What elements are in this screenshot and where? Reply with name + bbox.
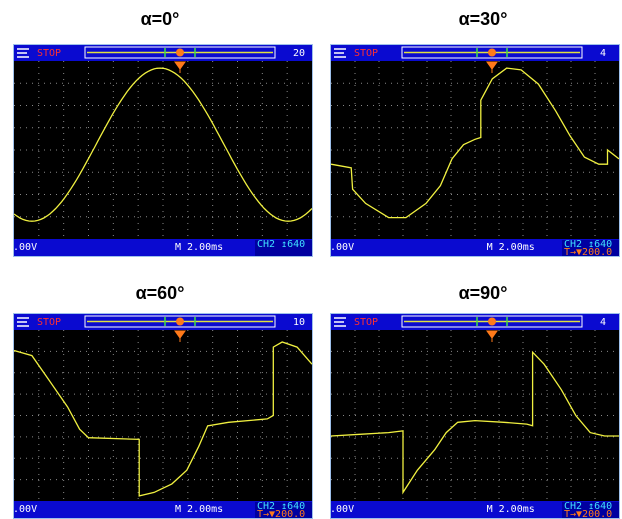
time-div: M 2.00ms xyxy=(487,242,535,253)
plot-area xyxy=(14,61,312,239)
scope-screen: STOP 20 5.00V M 2.00ms CH2 ↥640 xyxy=(13,44,313,257)
trigger-offset: T→▼200.0 xyxy=(564,247,612,257)
trigger-offset: T→▼200.0 xyxy=(564,509,612,519)
trigger-offset: T→▼200.0 xyxy=(257,509,305,519)
time-div: M 2.00ms xyxy=(487,504,535,515)
corner-value: 4 xyxy=(600,317,606,328)
corner-value: 10 xyxy=(293,317,305,328)
trigger-marker xyxy=(176,318,184,326)
trigger-marker xyxy=(488,318,496,326)
panel-title: α=30° xyxy=(383,9,583,30)
volts-div: 5.00V xyxy=(13,504,37,515)
time-div: M 2.00ms xyxy=(175,242,223,253)
volts-div: 5.00V xyxy=(13,242,37,253)
corner-value: 20 xyxy=(293,48,305,59)
status: STOP xyxy=(354,317,378,328)
status: STOP xyxy=(354,48,378,59)
plot-area xyxy=(14,330,312,501)
time-div: M 2.00ms xyxy=(175,504,223,515)
panel-title: α=0° xyxy=(60,9,260,30)
figure: α=0° α=30° α=60° α=90° (() => { const da… xyxy=(0,0,622,519)
panel-title: α=60° xyxy=(60,283,260,304)
volts-div: 5.00V xyxy=(330,242,354,253)
channel: CH2 ↥640 xyxy=(257,239,305,250)
volts-div: 5.00V xyxy=(330,504,354,515)
corner-value: 4 xyxy=(600,48,606,59)
status: STOP xyxy=(37,317,61,328)
trigger-marker xyxy=(488,49,496,57)
status: STOP xyxy=(37,48,61,59)
trigger-marker xyxy=(176,49,184,57)
panel-title: α=90° xyxy=(383,283,583,304)
